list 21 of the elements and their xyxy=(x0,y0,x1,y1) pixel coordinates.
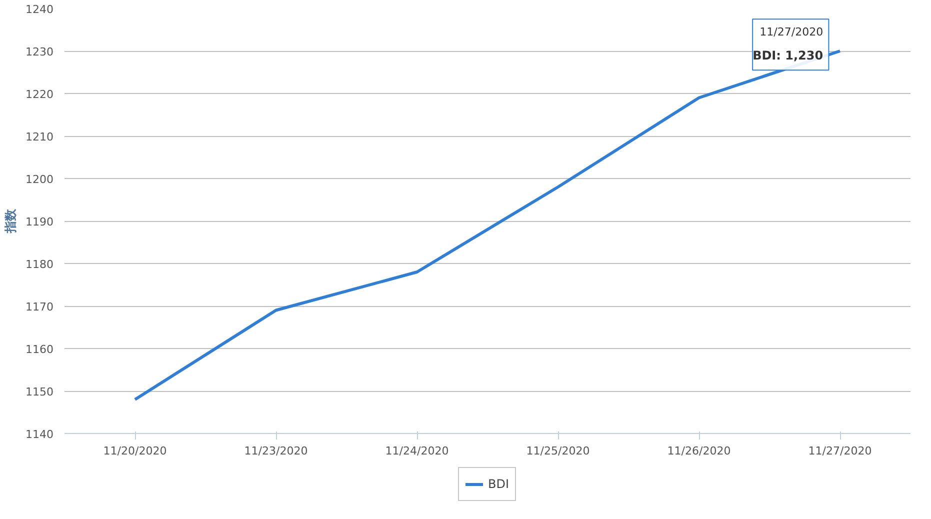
y-tick-label: 1160 xyxy=(26,343,54,356)
y-tick-label: 1170 xyxy=(26,300,54,314)
y-axis-title: 指数 xyxy=(4,208,18,234)
y-tick-label: 1220 xyxy=(26,88,54,101)
y-tick-label: 1190 xyxy=(26,216,54,228)
annotation: 11/27/2020 xyxy=(760,25,824,38)
x-tick-label: 11/26/2020 xyxy=(667,444,731,458)
legend-label: BDI xyxy=(488,477,510,491)
x-tick-label: 11/20/2020 xyxy=(103,444,167,458)
x-tick-label: 11/25/2020 xyxy=(526,444,590,458)
y-tick-label: 1150 xyxy=(26,386,54,398)
x-tick-label: 11/24/2020 xyxy=(385,444,449,458)
y-tick-label: 1180 xyxy=(26,258,54,271)
y-tick-label: 1200 xyxy=(26,173,54,186)
x-tick-label: 11/27/2020 xyxy=(808,444,872,458)
annotation: BDI: 1,230 xyxy=(752,48,824,62)
y-tick-label: 1140 xyxy=(26,428,54,441)
y-tick-label: 1210 xyxy=(26,130,54,144)
y-tick-label: 1230 xyxy=(26,46,54,58)
x-tick-label: 11/23/2020 xyxy=(244,444,308,458)
y-tick-label: 1240 xyxy=(26,3,54,16)
